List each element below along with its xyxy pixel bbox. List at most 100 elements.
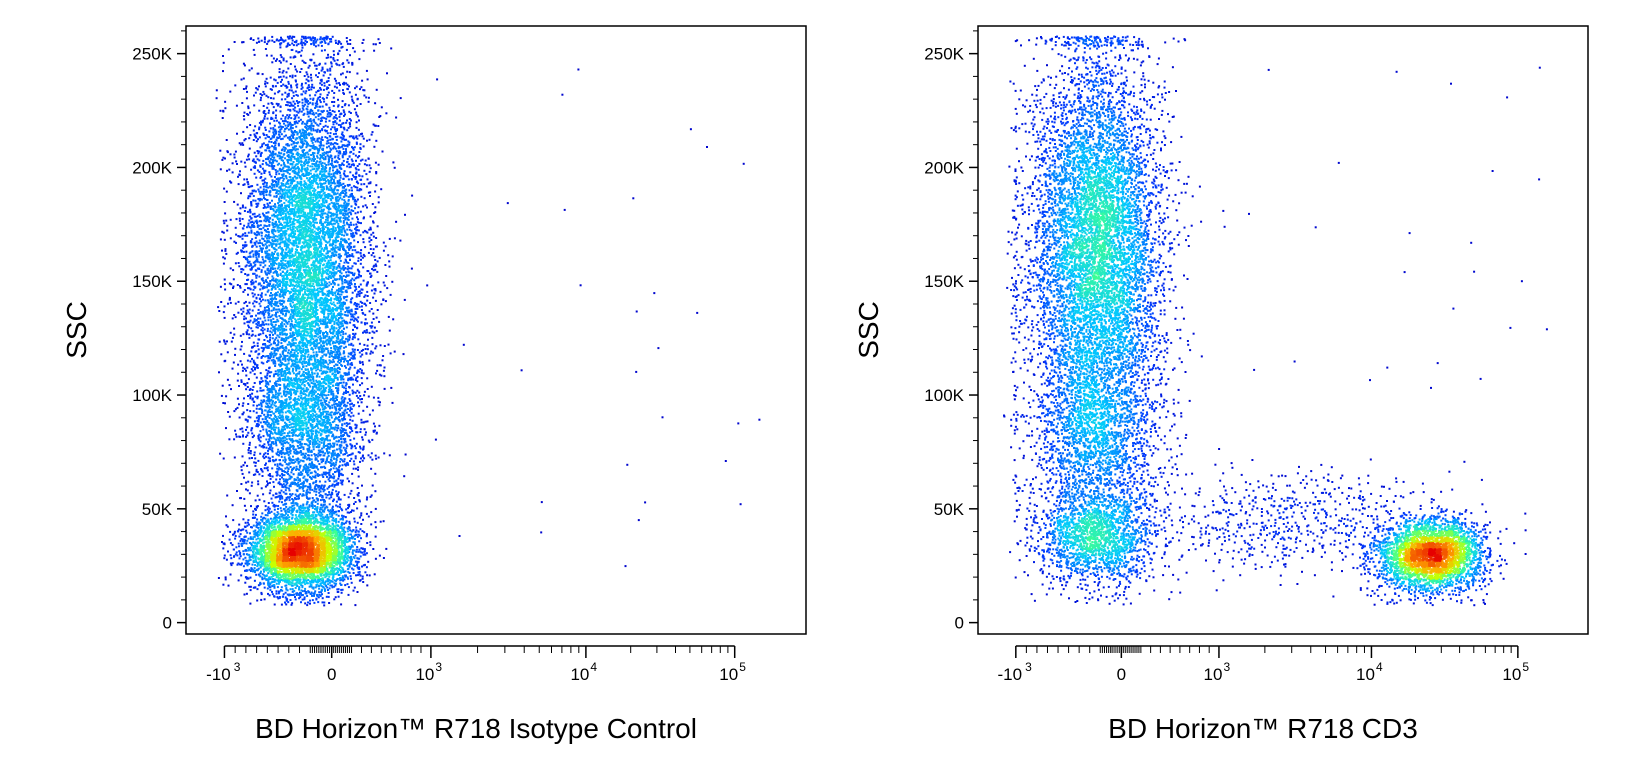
event-dot (368, 237, 370, 239)
event-dot (333, 97, 335, 99)
event-dot (360, 143, 362, 145)
event-dot (327, 70, 329, 72)
event-dot (361, 377, 363, 379)
event-dot (357, 260, 359, 262)
event-dot (357, 115, 359, 117)
event-dot (254, 452, 256, 454)
event-dot (222, 385, 224, 387)
event-dot (258, 128, 260, 130)
event-dot (258, 110, 260, 112)
event-dot (242, 131, 244, 133)
event-dot (279, 71, 281, 73)
event-dot (385, 112, 387, 114)
event-dot (263, 118, 265, 120)
event-dot (223, 543, 225, 545)
event-dot (254, 345, 256, 347)
event-dot (240, 309, 242, 311)
event-dot (337, 99, 339, 101)
event-dot (289, 89, 291, 91)
event-dot (304, 75, 306, 77)
event-dot (347, 507, 349, 509)
event-dot (256, 600, 258, 602)
event-dot (262, 91, 264, 93)
event-dot (249, 389, 251, 391)
event-dot (233, 201, 235, 203)
event-dot (375, 536, 377, 538)
event-dot (326, 88, 328, 90)
event-dot (247, 309, 249, 311)
event-dot (244, 526, 246, 528)
event-dot (328, 92, 330, 94)
event-dot (244, 582, 246, 584)
event-dot (291, 97, 293, 99)
event-dot (242, 206, 244, 208)
event-dot (366, 513, 368, 515)
event-dot (246, 331, 248, 333)
event-dot (243, 178, 245, 180)
event-dot (326, 97, 328, 99)
event-dot (266, 95, 268, 97)
event-dot (369, 139, 371, 141)
event-dot (267, 370, 269, 372)
event-dot (378, 196, 380, 198)
event-dot (246, 409, 248, 411)
event-dot (370, 234, 372, 236)
event-dot (337, 53, 339, 55)
event-dot (232, 162, 234, 164)
event-dot (364, 163, 366, 165)
event-dot (262, 120, 264, 122)
event-dot (348, 594, 350, 596)
event-dot (287, 36, 289, 38)
event-dot (368, 360, 370, 362)
event-dot (343, 111, 345, 113)
event-dot (335, 596, 337, 598)
event-dot (389, 238, 391, 240)
event-dot (246, 577, 248, 579)
event-dot (375, 345, 377, 347)
event-dot (249, 112, 251, 114)
event-dot (340, 43, 342, 45)
event-dot (374, 269, 376, 271)
event-dot (338, 498, 340, 500)
event-dot (267, 96, 269, 98)
event-dot (223, 311, 225, 313)
event-dot (355, 501, 357, 503)
event-dot (342, 63, 344, 65)
event-dot (318, 44, 320, 46)
event-dot (247, 395, 249, 397)
event-dot (259, 499, 261, 501)
event-dot (361, 372, 363, 374)
event-dot (360, 183, 362, 185)
event-dot (226, 559, 228, 561)
event-dot (323, 602, 325, 604)
event-dot (223, 557, 225, 559)
event-dot (251, 482, 253, 484)
event-dot (323, 82, 325, 84)
event-dot (318, 72, 320, 74)
event-dot (253, 158, 255, 160)
event-dot (287, 81, 289, 83)
event-dot (261, 593, 263, 595)
event-dot (246, 126, 248, 128)
event-dot (247, 519, 249, 521)
event-dot (246, 91, 248, 93)
event-dot (251, 485, 253, 487)
event-dot (389, 330, 391, 332)
event-dot (245, 419, 247, 421)
event-dot (329, 74, 331, 76)
event-dot (382, 298, 384, 300)
event-dot (350, 490, 352, 492)
event-dot (242, 455, 244, 457)
event-dot (361, 485, 363, 487)
event-dot (635, 371, 637, 373)
event-dot (245, 488, 247, 490)
event-dot (266, 55, 268, 57)
event-dot (230, 153, 232, 155)
event-dot (295, 50, 297, 52)
event-dot (355, 392, 357, 394)
event-dot (260, 93, 262, 95)
event-dot (249, 457, 251, 459)
event-dot (240, 360, 242, 362)
event-dot (353, 518, 355, 520)
event-dot (243, 88, 245, 90)
